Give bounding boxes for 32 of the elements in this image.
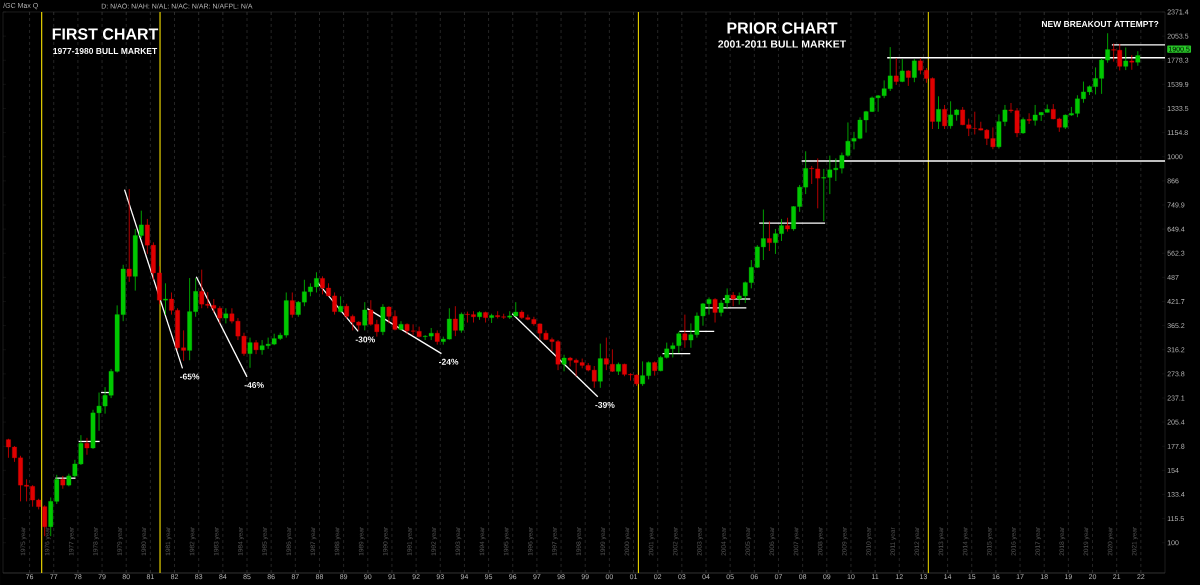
candlestick [362, 301, 368, 331]
annotation: 2001-2011 BULL MARKET [718, 40, 847, 48]
annotation: FIRST CHART [52, 28, 159, 40]
annotation: 1977-1980 BULL MARKET [53, 47, 158, 54]
candlestick [597, 343, 603, 389]
candlestick [682, 314, 688, 349]
candlestick [1026, 112, 1032, 125]
candlestick [767, 221, 772, 252]
annotation: -46% [244, 382, 264, 389]
annotation: -39% [595, 401, 615, 408]
candlestick [1123, 47, 1129, 71]
annotation: PRIOR CHART [727, 22, 838, 34]
candlestick [561, 354, 567, 372]
candlestick [459, 312, 464, 334]
candlestick [936, 95, 941, 130]
candlestick [289, 292, 295, 319]
candlestick [453, 305, 458, 337]
candlestick [163, 282, 168, 315]
candlestick [712, 297, 718, 323]
candlestick [223, 307, 229, 324]
candlestick [893, 57, 899, 86]
candlestick [912, 58, 917, 83]
annotation: -24% [439, 358, 459, 365]
annotation: NEW BREAKOUT ATTEMPT? [1041, 20, 1159, 27]
annotation: -30% [355, 336, 375, 343]
candlestick [942, 104, 947, 130]
annotation: -65% [180, 373, 200, 380]
candlestick [84, 437, 90, 456]
candlestick [253, 339, 259, 355]
candlestick [247, 337, 253, 369]
candlestick [1129, 54, 1135, 71]
candlestick [126, 188, 132, 283]
